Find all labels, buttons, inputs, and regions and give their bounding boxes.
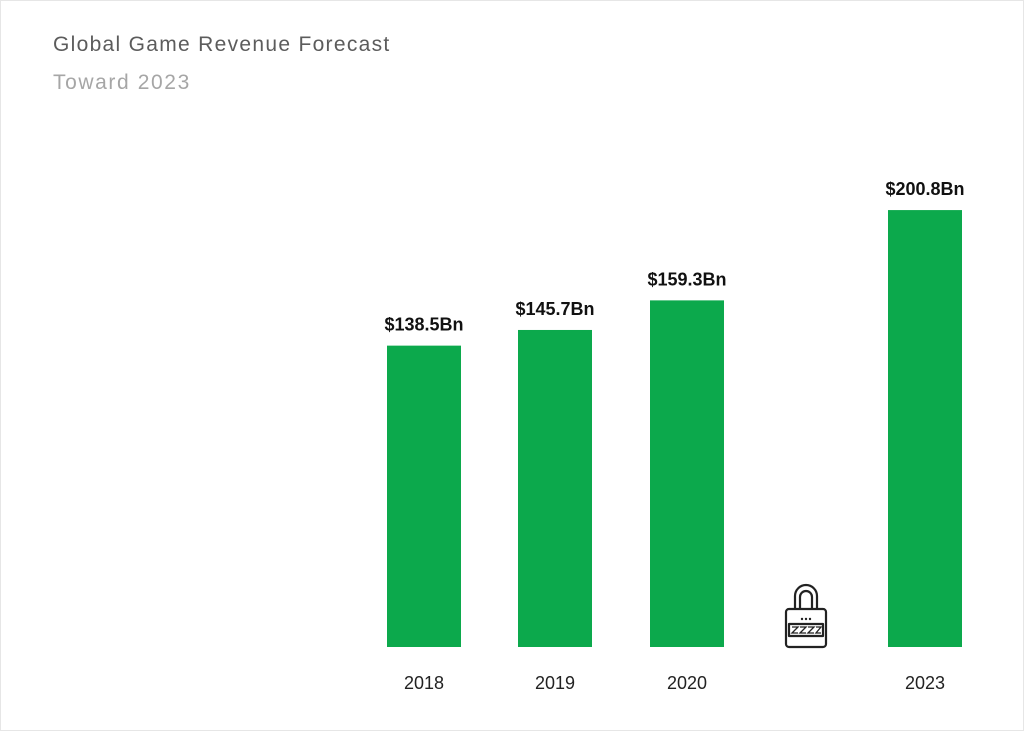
value-labels-layer: $138.5Bn $145.7Bn $159.3Bn $200.8Bn <box>384 179 964 335</box>
tick-label-2019: 2019 <box>535 673 575 693</box>
value-label-2020: $159.3Bn <box>647 269 726 289</box>
tick-label-2018: 2018 <box>404 673 444 693</box>
tick-label-2023: 2023 <box>905 673 945 693</box>
bars-layer <box>387 210 962 647</box>
chart-subtitle: Toward 2023 <box>53 71 191 94</box>
locked-slot <box>784 583 828 649</box>
lock-icon <box>784 583 828 649</box>
bar-2018 <box>387 345 461 647</box>
value-label-2018: $138.5Bn <box>384 315 463 335</box>
bar-2019 <box>518 329 592 647</box>
value-label-2023: $200.8Bn <box>885 179 964 199</box>
bar-2023 <box>888 210 962 647</box>
value-label-2019: $145.7Bn <box>515 299 594 319</box>
tick-label-2020: 2020 <box>667 673 707 693</box>
bar-2020 <box>650 300 724 647</box>
x-axis-ticks: 2018 2019 2020 2023 <box>404 673 945 693</box>
chart-title: Global Game Revenue Forecast <box>53 33 391 56</box>
